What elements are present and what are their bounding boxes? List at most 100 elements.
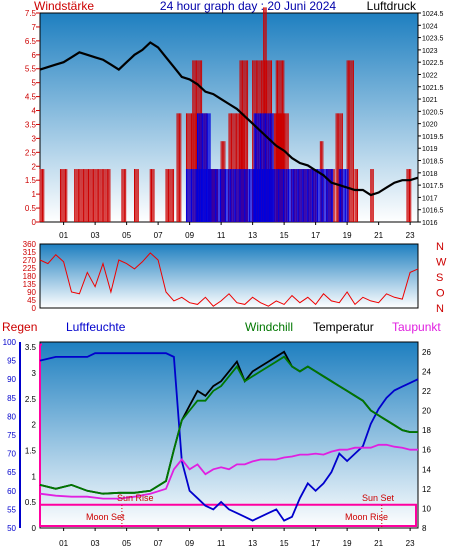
right-tick-label: 1024.5 [422,11,444,18]
humidity-tick-label: 85 [7,394,16,403]
right-tick-label: 1018 [422,171,438,178]
right-tick-label: 1017.5 [422,183,444,190]
humidity-tick-label: 80 [7,412,16,421]
right-tick-label: 1016 [422,220,438,227]
direction-tick-label: 135 [23,280,37,289]
sun-set-label: Sun Set [362,493,395,503]
windchill-line [39,355,418,495]
x-tick-label: 19 [343,231,352,240]
temperature-tick-label: 26 [422,348,431,357]
right-tick-label: 1022 [422,72,438,79]
wind-direction-line [39,252,419,307]
regen-tick-label: 2 [32,421,37,430]
x-tick-label: 21 [374,231,383,240]
right-tick-label: 1022.5 [422,60,444,67]
temperature-tick-label: 24 [422,367,431,376]
direction-tick-label: 180 [23,272,37,281]
taupunkt-legend: Taupunkt [392,320,441,334]
regen-tick-label: 2.5 [25,395,37,404]
x-tick-label: 23 [406,231,415,240]
right-tick-label: 1020.5 [422,109,444,116]
temperature-tick-label: 18 [422,426,431,435]
x-tick-label: 05 [122,539,131,548]
temperature-tick-label: 20 [422,407,431,416]
left-tick-label: 2.5 [25,148,37,157]
moon-set-label: Moon Set [86,512,125,522]
temperatur-legend: Temperatur [313,320,374,334]
x-tick-label: 05 [122,231,131,240]
x-tick-label: 23 [406,539,415,548]
direction-tick-label: 360 [23,240,37,249]
temperature-tick-label: 12 [422,485,431,494]
right-tick-label: 1017 [422,195,438,202]
humidity-tick-label: 95 [7,357,16,366]
x-tick-label: 15 [280,231,289,240]
right-tick-label: 1024 [422,23,438,30]
direction-tick-label: 315 [23,248,37,257]
compass-label: N [436,303,444,315]
taupunkt-line [39,443,418,500]
regen-tick-label: 0 [32,524,37,533]
moon-phase-line [39,344,417,527]
right-tick-label: 1020 [422,122,438,129]
moon-rise-label: Moon Rise [345,512,388,522]
temperature-tick-label: 8 [422,524,427,533]
humidity-tick-label: 100 [3,338,17,347]
x-tick-label: 03 [91,231,100,240]
left-tick-label: 1.5 [25,176,37,185]
luftfeuchte-label: Luftfeuchte [66,320,126,334]
temperature-tick-label: 10 [422,504,431,513]
humidity-tick-label: 90 [7,375,16,384]
left-tick-label: 1 [32,190,37,199]
left-tick-label: 4.5 [25,93,37,102]
left-tick-label: 3 [32,134,37,143]
x-tick-label: 01 [59,231,68,240]
regen-label: Regen [2,320,37,334]
x-tick-label: 03 [91,539,100,548]
x-tick-label: 09 [185,231,194,240]
temperature-tick-label: 22 [422,387,431,396]
luftfeuchte-line [39,352,419,522]
left-tick-label: 2 [32,162,37,171]
windchill-legend: Windchill [245,320,293,334]
compass-label: S [436,272,443,284]
sun-rise-label: Sun Rise [117,493,154,503]
left-tick-label: 5.5 [25,65,37,74]
x-tick-label: 19 [343,539,352,548]
humidity-temperature-plot-area [39,341,419,529]
x-tick-label: 09 [185,539,194,548]
left-tick-label: 0 [32,218,37,227]
direction-tick-label: 45 [27,296,36,305]
humidity-tick-label: 50 [7,524,16,533]
left-tick-label: 6 [32,51,37,60]
regen-tick-label: 0.5 [25,498,37,507]
x-tick-label: 15 [280,539,289,548]
right-tick-label: 1016.5 [422,208,444,215]
compass-label: O [436,288,445,300]
x-tick-label: 17 [311,539,320,548]
right-tick-label: 1019.5 [422,134,444,141]
temperature-tick-label: 16 [422,446,431,455]
x-tick-label: 13 [248,539,257,548]
temperature-tick-label: 14 [422,465,431,474]
x-tick-label: 07 [154,539,163,548]
right-tick-label: 1019 [422,146,438,153]
left-tick-label: 6.5 [25,37,37,46]
regen-tick-label: 3 [32,369,37,378]
x-tick-label: 11 [217,231,226,240]
left-tick-label: 3.5 [25,120,37,129]
x-tick-label: 21 [374,539,383,548]
regen-tick-label: 1 [32,472,37,481]
left-tick-label: 7 [32,23,37,32]
wind-direction-plot-area [39,243,419,309]
left-tick-label: 7.5 [25,9,37,18]
right-tick-label: 1021.5 [422,85,444,92]
direction-tick-label: 270 [23,256,37,265]
humidity-tick-label: 55 [7,505,16,514]
right-title: Luftdruck [367,0,417,13]
regen-tick-label: 3.5 [25,343,37,352]
direction-tick-label: 0 [32,304,37,313]
direction-tick-label: 90 [27,288,36,297]
direction-tick-label: 225 [23,264,37,273]
